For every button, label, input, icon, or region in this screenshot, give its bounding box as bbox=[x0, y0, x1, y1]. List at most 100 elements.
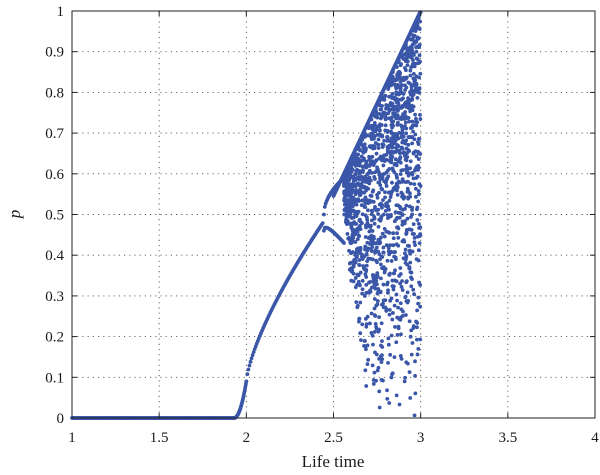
data-point bbox=[348, 205, 353, 209]
data-point bbox=[373, 314, 378, 318]
data-point bbox=[408, 251, 413, 256]
data-point bbox=[358, 300, 363, 305]
data-point bbox=[400, 178, 405, 183]
data-point bbox=[345, 202, 349, 207]
data-point bbox=[398, 266, 403, 270]
data-point bbox=[418, 304, 423, 309]
data-point bbox=[342, 212, 347, 217]
data-point bbox=[378, 289, 383, 294]
data-point bbox=[383, 93, 388, 98]
data-point bbox=[364, 252, 369, 257]
data-point bbox=[372, 297, 377, 301]
data-point bbox=[386, 205, 390, 210]
data-point bbox=[350, 250, 355, 254]
data-point bbox=[374, 352, 379, 357]
data-point bbox=[355, 305, 360, 310]
data-point bbox=[406, 54, 411, 59]
data-point bbox=[413, 243, 417, 248]
data-point bbox=[353, 183, 357, 188]
data-point bbox=[411, 287, 416, 292]
data-point bbox=[350, 229, 355, 234]
data-point bbox=[381, 250, 386, 255]
data-point bbox=[393, 325, 397, 329]
data-point bbox=[415, 140, 420, 144]
y-tick-label: 0.7 bbox=[45, 126, 64, 142]
data-point bbox=[357, 316, 362, 321]
data-point bbox=[377, 173, 382, 177]
data-point bbox=[353, 202, 358, 207]
data-point bbox=[393, 157, 398, 162]
data-point bbox=[369, 170, 374, 175]
data-point bbox=[412, 240, 417, 245]
data-point bbox=[375, 260, 379, 265]
data-point bbox=[413, 149, 418, 154]
data-point bbox=[358, 331, 363, 336]
data-point bbox=[371, 188, 376, 193]
data-point bbox=[406, 142, 411, 147]
data-point bbox=[362, 343, 366, 348]
data-point bbox=[354, 214, 359, 218]
y-axis-label: p bbox=[5, 210, 24, 220]
data-point bbox=[370, 229, 375, 233]
data-point bbox=[404, 280, 409, 285]
data-point bbox=[372, 161, 377, 165]
data-point bbox=[355, 211, 360, 216]
data-point bbox=[380, 203, 385, 208]
data-point bbox=[414, 39, 419, 44]
data-point bbox=[407, 119, 412, 124]
data-point bbox=[418, 71, 423, 76]
y-tick-label: 0.9 bbox=[45, 45, 64, 61]
data-point bbox=[411, 58, 415, 63]
data-point bbox=[382, 153, 387, 158]
data-point bbox=[364, 263, 369, 268]
data-point bbox=[414, 257, 419, 261]
data-point bbox=[364, 269, 369, 274]
data-point bbox=[416, 248, 421, 253]
axis-ticks bbox=[71, 10, 596, 419]
data-point bbox=[408, 181, 413, 186]
data-point bbox=[399, 356, 404, 361]
data-point bbox=[371, 134, 376, 139]
data-point bbox=[400, 127, 405, 132]
data-point bbox=[393, 78, 398, 83]
data-point bbox=[400, 132, 404, 137]
data-point bbox=[403, 124, 407, 128]
data-point bbox=[354, 255, 359, 260]
data-point bbox=[354, 189, 359, 194]
x-tick-label: 2 bbox=[243, 430, 251, 446]
data-point bbox=[353, 192, 358, 197]
data-point bbox=[395, 65, 399, 69]
data-point bbox=[404, 131, 409, 136]
data-point bbox=[388, 75, 393, 80]
x-axis-label: Life time bbox=[302, 452, 365, 471]
data-point bbox=[414, 154, 419, 159]
data-point bbox=[414, 81, 419, 86]
data-point bbox=[322, 212, 326, 217]
data-point bbox=[376, 365, 381, 370]
data-point bbox=[360, 291, 365, 296]
data-point bbox=[396, 324, 401, 329]
data-point bbox=[366, 126, 371, 130]
y-tick-label: 0.6 bbox=[45, 167, 64, 183]
data-point bbox=[353, 276, 358, 280]
data-point bbox=[385, 396, 390, 401]
data-point bbox=[397, 150, 402, 155]
data-point bbox=[395, 231, 399, 236]
data-point bbox=[407, 319, 412, 324]
data-point bbox=[404, 164, 409, 168]
data-point bbox=[387, 312, 392, 317]
data-point bbox=[413, 132, 418, 137]
data-point bbox=[390, 140, 395, 144]
data-point bbox=[378, 257, 382, 262]
data-point bbox=[380, 134, 385, 139]
data-point bbox=[403, 257, 408, 262]
data-point bbox=[394, 217, 399, 222]
data-point bbox=[365, 180, 369, 184]
data-point bbox=[417, 75, 421, 80]
data-point bbox=[416, 189, 421, 193]
data-point bbox=[413, 359, 417, 364]
data-point bbox=[355, 226, 360, 231]
data-point bbox=[415, 234, 420, 239]
data-point bbox=[385, 128, 390, 133]
data-point bbox=[378, 354, 383, 359]
